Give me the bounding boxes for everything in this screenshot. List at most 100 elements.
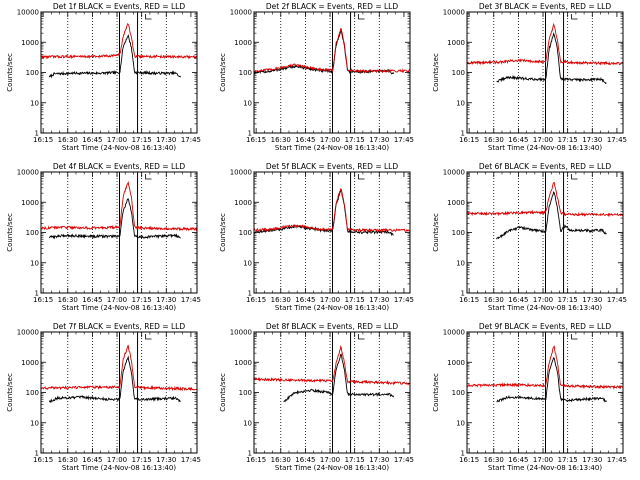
y-tick-label: 1000 (234, 199, 252, 207)
x-tick-label: 17:00 (320, 136, 340, 144)
x-tick-label: 16:45 (82, 136, 102, 144)
y-tick-label: 100 (239, 229, 252, 237)
x-tick-label: 17:45 (181, 296, 201, 304)
y-axis-label: Counts/sec (219, 53, 227, 92)
x-tick-label: 16:30 (484, 296, 504, 304)
x-tick-label: 16:15 (459, 456, 479, 464)
y-tick-label: 100 (452, 389, 465, 397)
y-tick-label: 1000 (21, 39, 39, 47)
chart-panel-8: Det 8f BLACK = Events, RED = LLD 1 10 100 10… (219, 322, 414, 472)
y-tick-label: 1 (35, 290, 39, 298)
chart-title: Det 5f BLACK = Events, RED = LLD (266, 162, 399, 171)
y-tick-label: 1000 (21, 199, 39, 207)
x-tick-label: 17:45 (607, 136, 627, 144)
x-axis-label: Start Time (24-Nov-08 16:13:40) (488, 464, 602, 472)
series-line-events (496, 32, 607, 85)
x-tick-label: 17:15 (345, 456, 365, 464)
x-tick-label: 17:45 (607, 296, 627, 304)
y-tick-label: 10 (243, 419, 252, 427)
x-tick-label: 16:15 (246, 136, 266, 144)
corner-marker (145, 174, 152, 180)
x-tick-label: 17:15 (558, 136, 578, 144)
y-axis-label: Counts/sec (6, 53, 14, 92)
y-axis-label: Counts/sec (219, 373, 227, 412)
y-tick-label: 100 (452, 229, 465, 237)
chart-panel-2: Det 2f BLACK = Events, RED = LLD 1 10 100 10… (219, 2, 414, 152)
x-tick-label: 17:00 (320, 296, 340, 304)
series-line-lld (466, 182, 624, 218)
y-axis-label: Counts/sec (432, 53, 440, 92)
series-line-events (283, 353, 394, 403)
chart-title: Det 1f BLACK = Events, RED = LLD (53, 2, 186, 11)
series-line-lld (253, 28, 411, 74)
y-tick-label: 1000 (234, 359, 252, 367)
x-tick-label: 17:00 (107, 456, 127, 464)
x-tick-label: 17:30 (156, 456, 176, 464)
y-tick-label: 1000 (234, 39, 252, 47)
x-tick-label: 17:45 (607, 456, 627, 464)
chart-panel-5: Det 5f BLACK = Events, RED = LLD 1 10 100 10… (219, 162, 414, 312)
series-line-lld (40, 22, 198, 60)
y-tick-label: 10000 (230, 329, 252, 337)
x-tick-label: 16:45 (508, 136, 528, 144)
x-tick-label: 16:15 (459, 136, 479, 144)
y-tick-label: 10 (243, 99, 252, 107)
y-tick-label: 1000 (21, 359, 39, 367)
y-axis-label: Counts/sec (6, 373, 14, 412)
y-tick-label: 100 (452, 69, 465, 77)
y-tick-label: 1 (461, 130, 465, 138)
chart-panel-4: Det 4f BLACK = Events, RED = LLD 1 10 100 10… (6, 162, 201, 312)
y-tick-label: 1 (35, 130, 39, 138)
x-axis-label: Start Time (24-Nov-08 16:13:40) (275, 144, 389, 152)
series-line-events (48, 355, 181, 404)
x-tick-label: 16:30 (484, 456, 504, 464)
x-tick-label: 16:15 (459, 296, 479, 304)
y-tick-label: 10000 (230, 9, 252, 17)
series-line-events (48, 33, 181, 79)
x-tick-label: 17:15 (132, 136, 152, 144)
y-tick-label: 1 (248, 290, 252, 298)
chart-panel-6: Det 6f BLACK = Events, RED = LLD 1 10 100 10… (432, 162, 627, 312)
x-tick-label: 17:00 (533, 456, 553, 464)
x-tick-label: 16:15 (33, 456, 53, 464)
y-tick-label: 100 (26, 389, 39, 397)
corner-marker (571, 334, 578, 340)
y-tick-label: 10000 (17, 169, 39, 177)
x-axis-label: Start Time (24-Nov-08 16:13:40) (275, 464, 389, 472)
corner-marker (571, 14, 578, 20)
x-axis-label: Start Time (24-Nov-08 16:13:40) (488, 304, 602, 312)
x-tick-label: 16:45 (295, 136, 315, 144)
y-axis-label: Counts/sec (432, 213, 440, 252)
x-tick-label: 17:15 (132, 456, 152, 464)
y-axis-label: Counts/sec (6, 213, 14, 252)
x-tick-label: 16:15 (33, 296, 53, 304)
series-line-lld (253, 187, 411, 234)
x-tick-label: 16:45 (295, 296, 315, 304)
x-tick-label: 17:45 (394, 136, 414, 144)
chart-title: Det 4f BLACK = Events, RED = LLD (53, 162, 186, 171)
x-tick-label: 17:00 (533, 136, 553, 144)
x-tick-label: 17:45 (394, 296, 414, 304)
x-tick-label: 17:00 (107, 136, 127, 144)
y-tick-label: 10 (456, 419, 465, 427)
x-tick-label: 17:00 (320, 456, 340, 464)
x-axis-label: Start Time (24-Nov-08 16:13:40) (62, 304, 176, 312)
y-tick-label: 10000 (443, 9, 465, 17)
x-axis-label: Start Time (24-Nov-08 16:13:40) (488, 144, 602, 152)
y-tick-label: 10 (456, 259, 465, 267)
y-tick-label: 100 (239, 69, 252, 77)
chart-title: Det 9f BLACK = Events, RED = LLD (479, 322, 612, 331)
x-axis-label: Start Time (24-Nov-08 16:13:40) (62, 144, 176, 152)
y-axis-label: Counts/sec (219, 213, 227, 252)
y-tick-label: 10000 (17, 329, 39, 337)
y-tick-label: 10 (30, 99, 39, 107)
x-axis-label: Start Time (24-Nov-08 16:13:40) (275, 304, 389, 312)
y-tick-label: 1000 (447, 199, 465, 207)
series-line-events (253, 30, 394, 75)
corner-marker (358, 174, 365, 180)
y-tick-label: 10 (30, 259, 39, 267)
corner-marker (358, 14, 365, 20)
chart-panel-7: Det 7f BLACK = Events, RED = LLD 1 10 100 10… (6, 322, 201, 472)
y-tick-label: 1 (35, 450, 39, 458)
